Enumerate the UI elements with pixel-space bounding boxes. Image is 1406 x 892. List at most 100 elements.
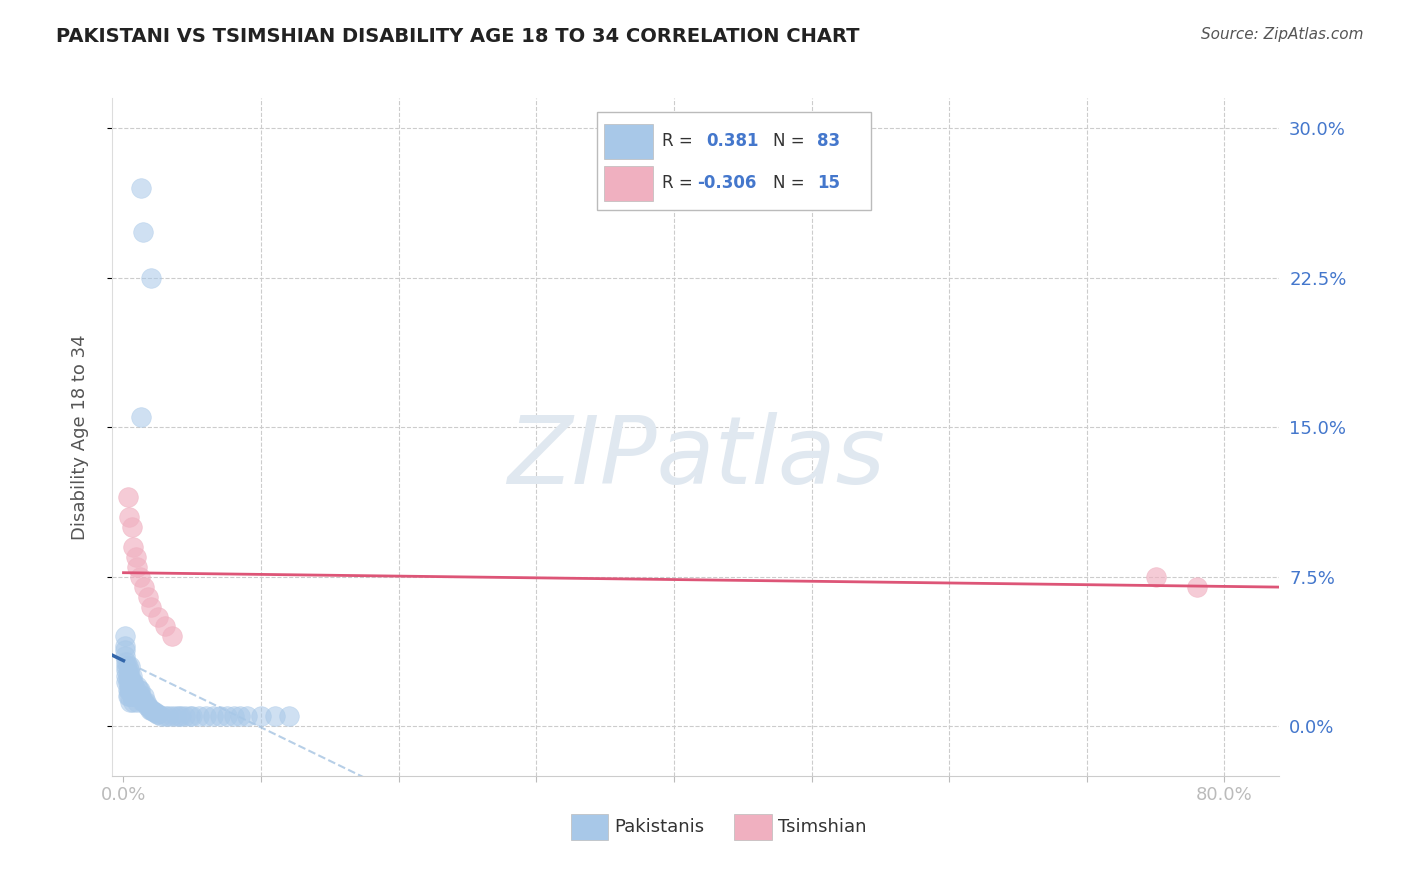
Point [149, 709, 172, 723]
Point [229, 709, 252, 723]
Point [114, 630, 136, 644]
Point [121, 690, 143, 704]
Point [121, 675, 143, 690]
Point [215, 709, 238, 723]
Point [117, 675, 139, 690]
Point [120, 659, 142, 673]
Point [117, 659, 139, 673]
Point [167, 709, 190, 723]
Point [127, 690, 149, 704]
Point [146, 609, 169, 624]
Point [127, 559, 149, 574]
Point [117, 669, 139, 683]
Point [145, 707, 167, 722]
Point [143, 705, 166, 719]
Point [208, 709, 231, 723]
FancyBboxPatch shape [603, 166, 652, 202]
Point [136, 590, 159, 604]
Text: 15: 15 [817, 174, 841, 192]
Point [122, 690, 145, 704]
Point [160, 709, 183, 723]
Point [1185, 580, 1208, 594]
Point [118, 509, 141, 524]
Point [120, 683, 142, 698]
Point [139, 703, 162, 717]
Point [174, 709, 197, 723]
Point [188, 709, 211, 723]
Point [122, 683, 145, 698]
Point [127, 679, 149, 693]
Point [201, 709, 224, 723]
Text: R =: R = [662, 132, 699, 150]
Point [156, 709, 179, 723]
Point [277, 709, 299, 723]
Point [129, 683, 152, 698]
Y-axis label: Disability Age 18 to 34: Disability Age 18 to 34 [70, 334, 89, 540]
Point [121, 669, 143, 683]
Point [120, 669, 142, 683]
Point [222, 709, 245, 723]
Point [153, 619, 176, 633]
Point [115, 675, 138, 690]
Text: R =: R = [662, 174, 699, 192]
Point [114, 649, 136, 664]
Point [134, 580, 156, 594]
Point [114, 643, 136, 657]
Point [118, 675, 141, 690]
Point [1144, 569, 1167, 583]
Point [114, 640, 136, 654]
Point [250, 709, 273, 723]
Text: 83: 83 [817, 132, 841, 150]
Point [131, 410, 153, 425]
Point [141, 703, 163, 717]
Point [122, 695, 145, 709]
Point [120, 695, 142, 709]
Point [120, 675, 142, 690]
Text: Source: ZipAtlas.com: Source: ZipAtlas.com [1201, 27, 1364, 42]
Point [195, 709, 218, 723]
Point [124, 683, 146, 698]
Point [124, 679, 146, 693]
Point [138, 703, 160, 717]
Point [153, 709, 176, 723]
Text: -0.306: -0.306 [697, 174, 756, 192]
Point [118, 669, 141, 683]
Point [139, 599, 162, 614]
Point [132, 695, 155, 709]
Point [136, 699, 159, 714]
Text: ZIPatlas: ZIPatlas [508, 412, 884, 503]
Point [179, 709, 201, 723]
Point [142, 705, 165, 719]
Text: Pakistanis: Pakistanis [614, 818, 704, 836]
FancyBboxPatch shape [596, 112, 870, 210]
Point [131, 690, 153, 704]
Text: PAKISTANI VS TSIMSHIAN DISABILITY AGE 18 TO 34 CORRELATION CHART: PAKISTANI VS TSIMSHIAN DISABILITY AGE 18… [56, 27, 859, 45]
Point [132, 225, 155, 239]
Text: N =: N = [773, 132, 810, 150]
Point [118, 690, 141, 704]
Point [181, 709, 204, 723]
Point [146, 707, 169, 722]
Point [117, 490, 139, 504]
Point [134, 695, 156, 709]
Point [115, 664, 138, 678]
Text: 0.381: 0.381 [706, 132, 759, 150]
Point [118, 664, 141, 678]
Point [131, 181, 153, 195]
FancyBboxPatch shape [571, 814, 609, 840]
FancyBboxPatch shape [603, 124, 652, 159]
Point [160, 630, 183, 644]
Point [121, 683, 143, 698]
Point [115, 669, 138, 683]
FancyBboxPatch shape [734, 814, 772, 840]
Point [129, 690, 152, 704]
Point [115, 659, 138, 673]
Text: Tsimshian: Tsimshian [778, 818, 866, 836]
Point [128, 683, 150, 698]
Point [122, 540, 145, 554]
Point [117, 690, 139, 704]
Point [134, 695, 156, 709]
Point [117, 683, 139, 698]
Point [135, 699, 157, 714]
Point [121, 520, 143, 534]
